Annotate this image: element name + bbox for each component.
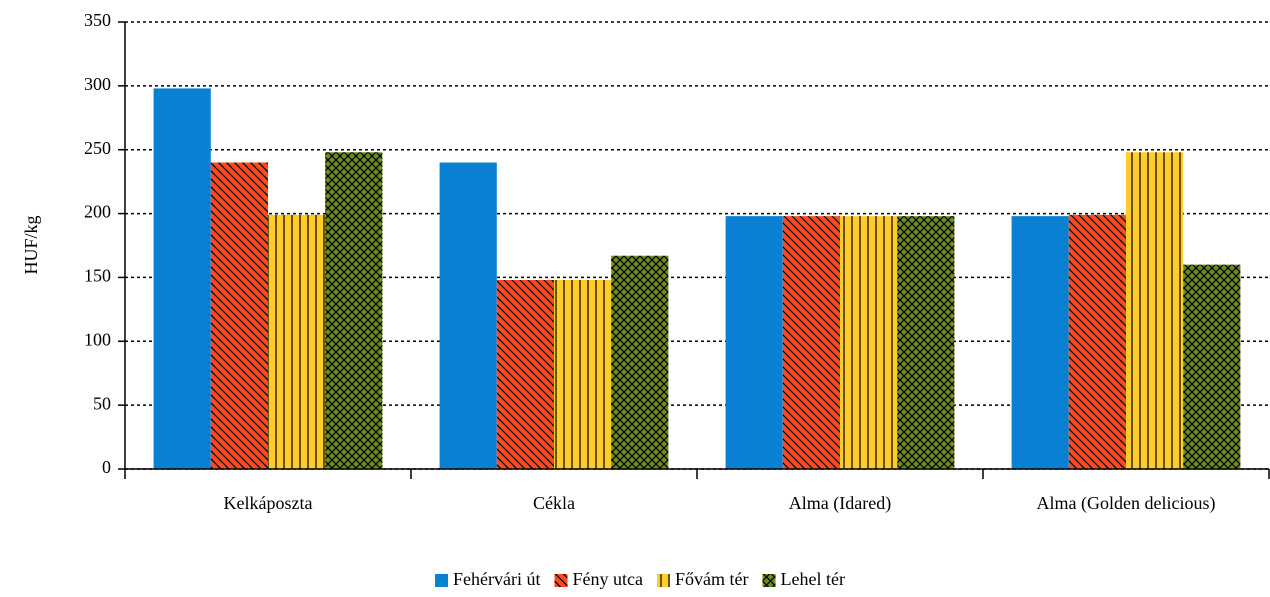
legend-item: Fehérvári út xyxy=(435,569,541,589)
legend-swatch xyxy=(762,574,776,587)
bar xyxy=(1126,152,1184,470)
x-tick-label: Alma (Idared) xyxy=(789,493,891,514)
bar xyxy=(1011,216,1069,469)
x-tick-label: Cékla xyxy=(533,493,575,513)
bar xyxy=(153,88,211,469)
bar xyxy=(210,162,268,469)
y-tick-label: 350 xyxy=(84,10,111,30)
y-tick-label: 100 xyxy=(84,329,111,349)
bar xyxy=(439,162,497,469)
legend-item: Fővám tér xyxy=(656,569,749,589)
bar xyxy=(725,216,783,469)
legend-swatch xyxy=(656,574,670,587)
legend-item: Lehel tér xyxy=(762,569,845,589)
bar xyxy=(897,216,955,469)
y-axis-label: HUF/kg xyxy=(21,215,41,274)
bar xyxy=(554,279,612,469)
y-tick-label: 200 xyxy=(84,202,111,222)
legend-label: Fővám tér xyxy=(675,569,749,589)
bar xyxy=(496,279,554,469)
bar xyxy=(611,255,669,469)
y-tick-label: 0 xyxy=(102,457,111,477)
y-tick-label: 150 xyxy=(84,266,111,286)
bar xyxy=(840,216,898,469)
bar xyxy=(1068,214,1126,469)
legend-item: Fény utca xyxy=(554,569,643,589)
legend-swatch xyxy=(554,574,568,587)
y-tick-label: 50 xyxy=(93,393,111,413)
x-tick-label: Kelkáposzta xyxy=(224,493,313,513)
legend-label: Fehérvári út xyxy=(453,569,540,589)
legend-swatch xyxy=(435,574,449,587)
bar xyxy=(782,216,840,469)
bar xyxy=(268,214,326,469)
y-tick-label: 250 xyxy=(84,138,111,158)
bar xyxy=(325,152,383,470)
x-tick-label: Alma (Golden delicious) xyxy=(1037,493,1216,514)
y-tick-label: 300 xyxy=(84,74,111,94)
legend-label: Fény utca xyxy=(573,569,643,589)
legend-label: Lehel tér xyxy=(780,569,844,589)
bar xyxy=(1183,264,1241,469)
